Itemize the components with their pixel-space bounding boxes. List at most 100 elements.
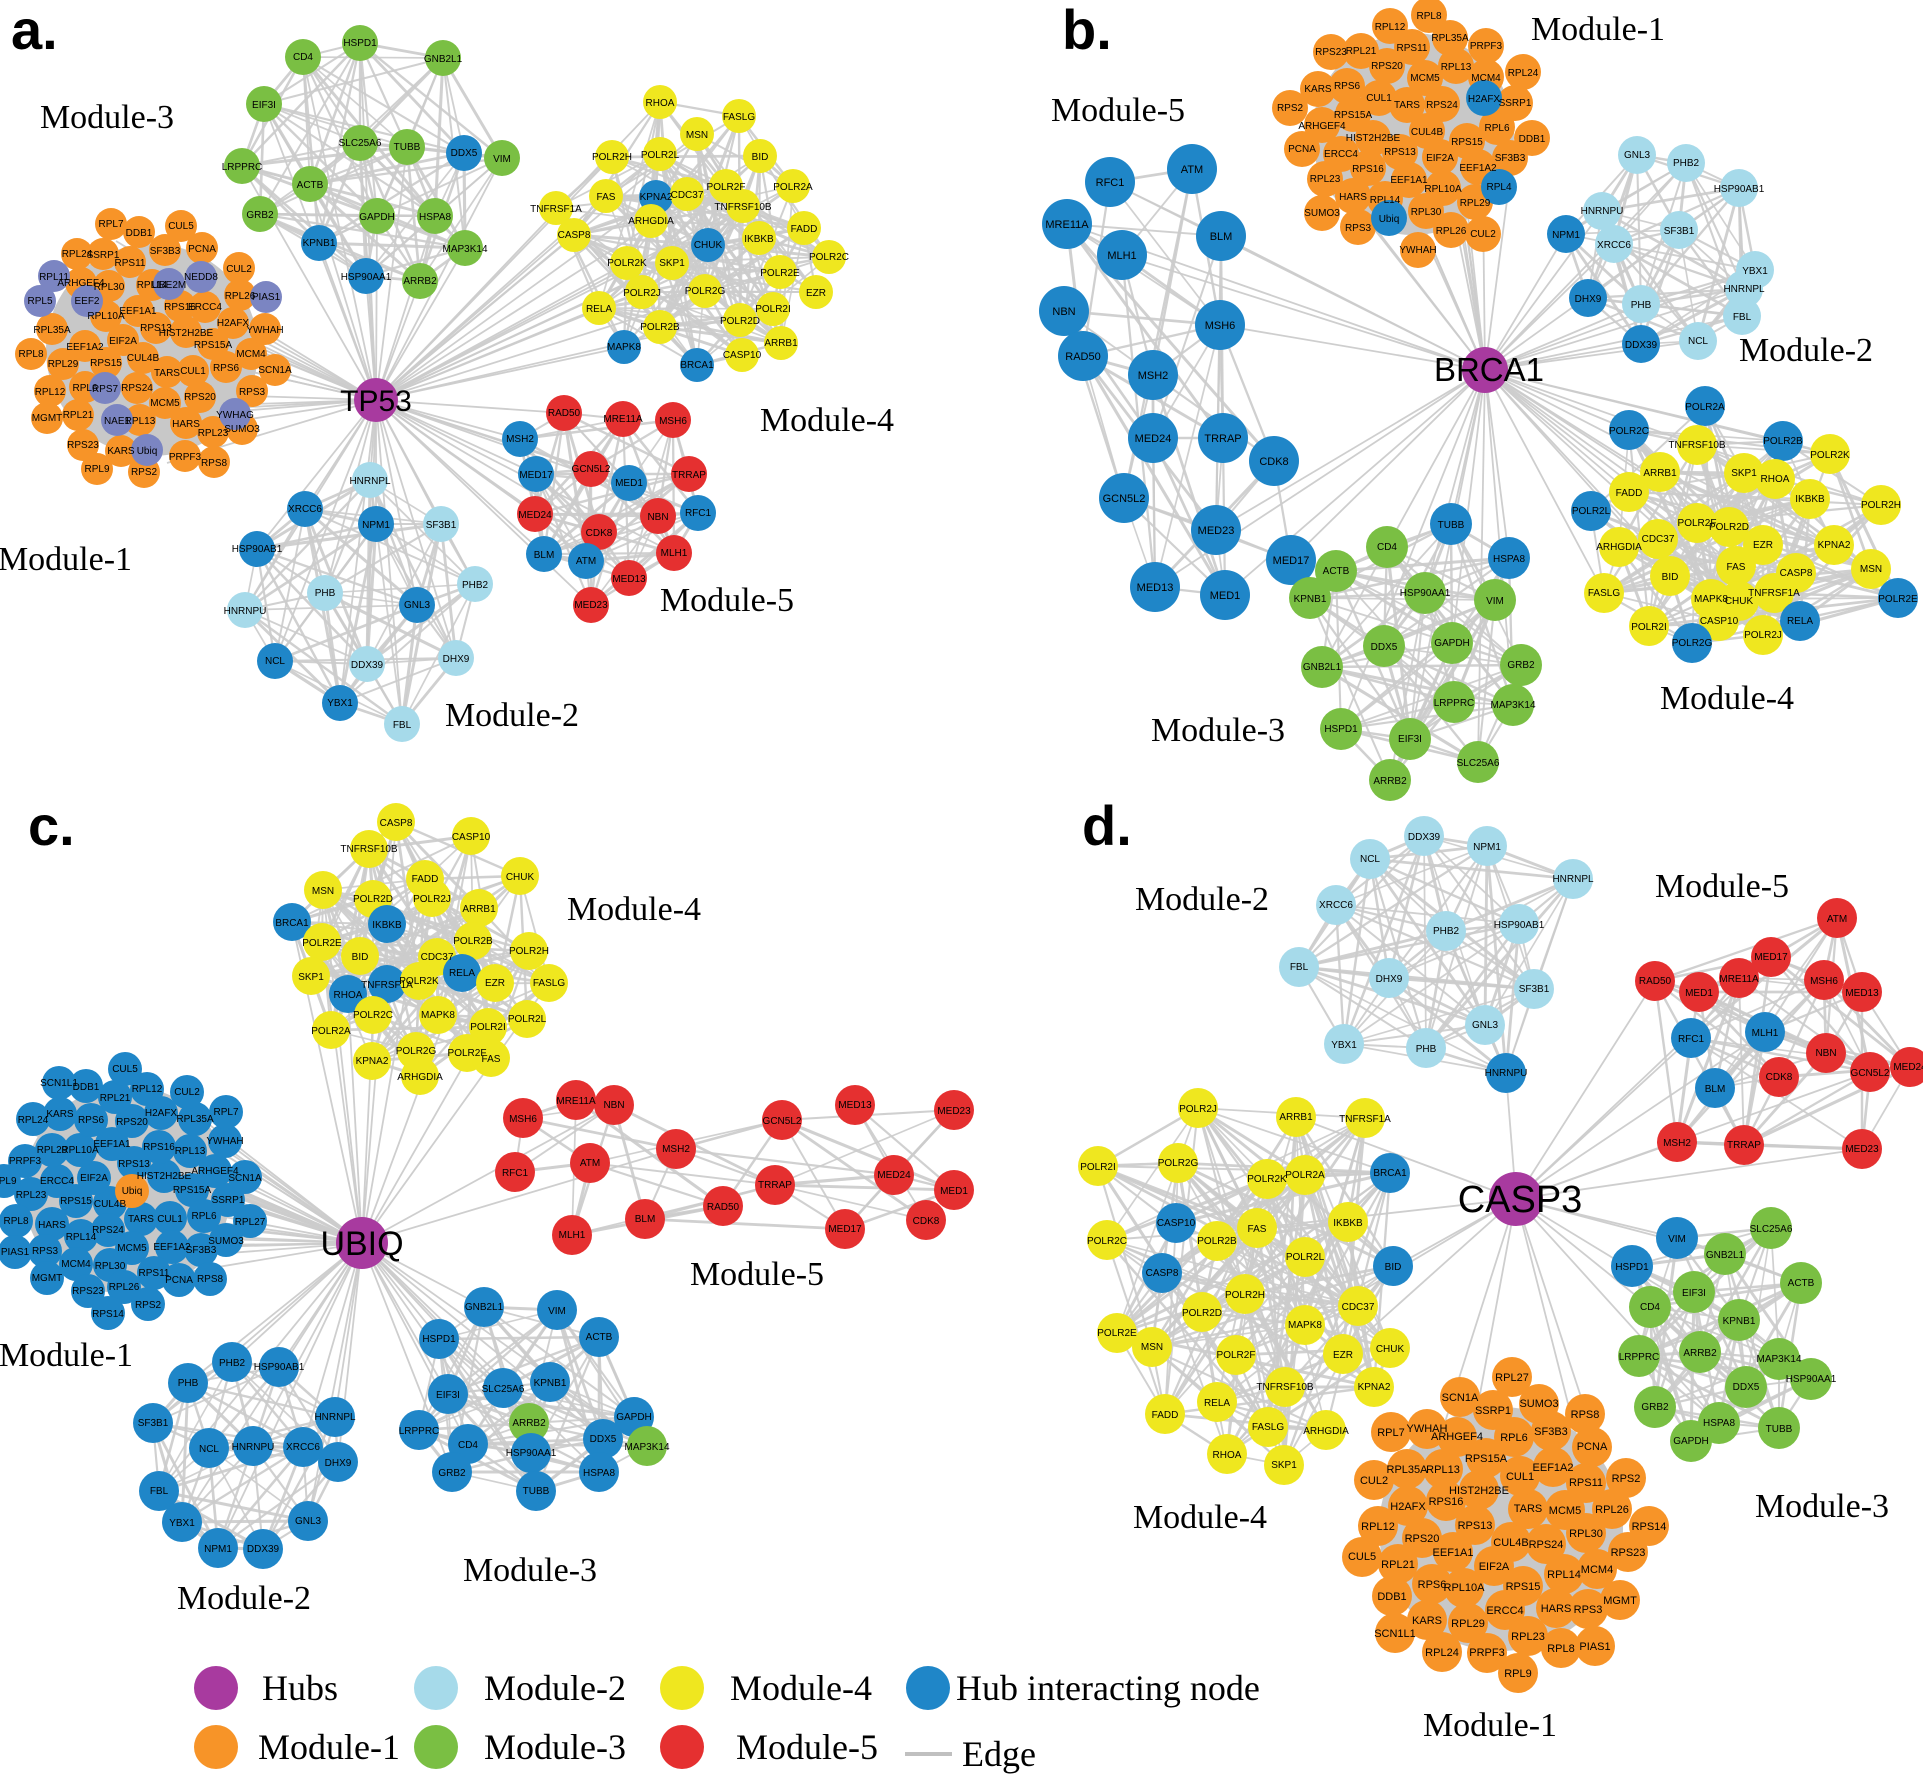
svg-text:BRCA1: BRCA1: [275, 918, 309, 929]
svg-text:RPL9: RPL9: [0, 1176, 17, 1187]
svg-text:EZR: EZR: [485, 978, 505, 989]
svg-text:c.: c.: [28, 794, 75, 857]
svg-text:BID: BID: [352, 952, 369, 963]
svg-text:PHB: PHB: [178, 1378, 199, 1389]
svg-text:EEF1A1: EEF1A1: [93, 1139, 131, 1150]
svg-text:HNRNPL: HNRNPL: [349, 476, 391, 487]
svg-text:CDK8: CDK8: [913, 1216, 940, 1227]
svg-text:RPL7: RPL7: [98, 219, 123, 230]
svg-text:Module-2: Module-2: [484, 1668, 626, 1708]
svg-text:UBIQ: UBIQ: [320, 1225, 403, 1263]
svg-text:EEF2: EEF2: [74, 296, 99, 307]
svg-text:RPL23: RPL23: [198, 428, 229, 439]
svg-text:ARRB2: ARRB2: [1683, 1348, 1717, 1359]
svg-text:BLM: BLM: [1210, 231, 1233, 243]
svg-text:RPL9: RPL9: [84, 464, 109, 475]
svg-text:RPL21: RPL21: [1346, 46, 1377, 57]
svg-text:RPL6: RPL6: [191, 1211, 216, 1222]
svg-text:MCM5: MCM5: [150, 398, 180, 409]
svg-text:RELA: RELA: [586, 304, 612, 315]
svg-text:GAPDH: GAPDH: [359, 212, 395, 223]
svg-text:RPS23: RPS23: [72, 1286, 104, 1297]
svg-text:LRPPRC: LRPPRC: [1619, 1352, 1660, 1363]
svg-text:SKP1: SKP1: [1731, 468, 1757, 479]
svg-text:RHOA: RHOA: [1213, 1450, 1242, 1461]
svg-text:TNFRSF1A: TNFRSF1A: [530, 204, 582, 215]
svg-text:ATM: ATM: [580, 1158, 600, 1169]
svg-text:RPL10A: RPL10A: [87, 311, 125, 322]
svg-text:RHOA: RHOA: [646, 98, 675, 109]
svg-text:KARS: KARS: [1304, 84, 1332, 95]
svg-text:MSN: MSN: [312, 886, 334, 897]
svg-text:ARHGDIA: ARHGDIA: [1596, 542, 1642, 553]
svg-text:POLR2H: POLR2H: [509, 946, 549, 957]
svg-text:FADD: FADD: [1152, 1410, 1179, 1421]
svg-text:SUMO3: SUMO3: [208, 1236, 244, 1247]
svg-text:BRCA1: BRCA1: [680, 360, 714, 371]
svg-text:IKBKB: IKBKB: [372, 920, 402, 931]
svg-text:BID: BID: [1662, 572, 1679, 583]
svg-text:TNFRSF1A: TNFRSF1A: [1339, 1114, 1391, 1125]
svg-text:ACTB: ACTB: [1788, 1278, 1815, 1289]
svg-text:SF3B1: SF3B1: [426, 520, 457, 531]
svg-text:RPL27: RPL27: [235, 1217, 266, 1228]
svg-text:IKBKB: IKBKB: [1795, 494, 1825, 505]
svg-text:RPL26: RPL26: [1595, 1504, 1629, 1516]
svg-text:RPS13: RPS13: [1384, 147, 1416, 158]
svg-text:MSH2: MSH2: [506, 434, 534, 445]
svg-text:RPS15: RPS15: [1451, 137, 1483, 148]
svg-text:GNB2L1: GNB2L1: [1706, 1250, 1745, 1261]
svg-text:POLR2B: POLR2B: [453, 936, 493, 947]
svg-text:RPS8: RPS8: [1571, 1409, 1600, 1421]
svg-text:CUL4B: CUL4B: [1411, 127, 1444, 138]
svg-text:RPS24: RPS24: [121, 383, 153, 394]
svg-text:EIF2A: EIF2A: [1479, 1561, 1510, 1573]
svg-text:SKP1: SKP1: [659, 258, 685, 269]
svg-text:MGMT: MGMT: [32, 413, 63, 424]
svg-text:EEF1A2: EEF1A2: [153, 1242, 191, 1253]
svg-text:PHB: PHB: [1631, 300, 1652, 311]
svg-text:NCL: NCL: [265, 656, 285, 667]
svg-text:RPS15A: RPS15A: [194, 340, 233, 351]
svg-text:ARRB1: ARRB1: [1643, 468, 1677, 479]
svg-text:MAP3K14: MAP3K14: [1756, 1354, 1801, 1365]
svg-text:CD4: CD4: [458, 1440, 478, 1451]
svg-text:UBE2M: UBE2M: [152, 280, 186, 291]
svg-text:HNRNPL: HNRNPL: [1552, 874, 1594, 885]
svg-text:FASLG: FASLG: [1252, 1422, 1284, 1433]
svg-text:Module-4: Module-4: [567, 891, 701, 928]
svg-text:Module-5: Module-5: [1051, 92, 1185, 129]
svg-text:RELA: RELA: [1204, 1398, 1230, 1409]
svg-text:BID: BID: [1385, 1262, 1402, 1273]
svg-text:POLR2I: POLR2I: [1631, 622, 1667, 633]
svg-text:MED1: MED1: [940, 1186, 968, 1197]
svg-text:Edge: Edge: [962, 1734, 1036, 1774]
svg-text:Module-3: Module-3: [463, 1552, 597, 1589]
svg-text:POLR2L: POLR2L: [1286, 1252, 1325, 1263]
svg-text:MED1: MED1: [615, 478, 643, 489]
svg-text:KPNB1: KPNB1: [1723, 1316, 1756, 1327]
svg-text:CUL1: CUL1: [157, 1214, 183, 1225]
svg-text:RPS24: RPS24: [1426, 100, 1458, 111]
svg-text:Module-3: Module-3: [40, 99, 174, 136]
svg-text:RPS2: RPS2: [1277, 103, 1304, 114]
svg-text:HARS: HARS: [38, 1220, 66, 1231]
svg-text:MED24: MED24: [1135, 433, 1172, 445]
svg-text:POLR2J: POLR2J: [623, 288, 661, 299]
svg-text:MAPK8: MAPK8: [607, 342, 641, 353]
svg-text:PCNA: PCNA: [165, 1275, 193, 1286]
svg-text:RPS15A: RPS15A: [1334, 110, 1373, 121]
svg-text:EIF2A: EIF2A: [1426, 153, 1454, 164]
svg-text:RAD50: RAD50: [1639, 976, 1672, 987]
svg-text:MLH1: MLH1: [1752, 1028, 1779, 1039]
svg-text:RFC1: RFC1: [1096, 177, 1125, 189]
svg-text:CDK8: CDK8: [1766, 1072, 1793, 1083]
svg-text:CD4: CD4: [293, 52, 313, 63]
svg-text:HSP90AB1: HSP90AB1: [254, 1362, 305, 1373]
svg-text:POLR2E: POLR2E: [760, 268, 800, 279]
svg-text:PRPF3: PRPF3: [9, 1156, 42, 1167]
svg-text:POLR2B: POLR2B: [640, 322, 680, 333]
svg-text:RPL12: RPL12: [35, 387, 66, 398]
svg-text:RPS11: RPS11: [1569, 1477, 1603, 1489]
svg-text:ARHGDIA: ARHGDIA: [1303, 1426, 1349, 1437]
